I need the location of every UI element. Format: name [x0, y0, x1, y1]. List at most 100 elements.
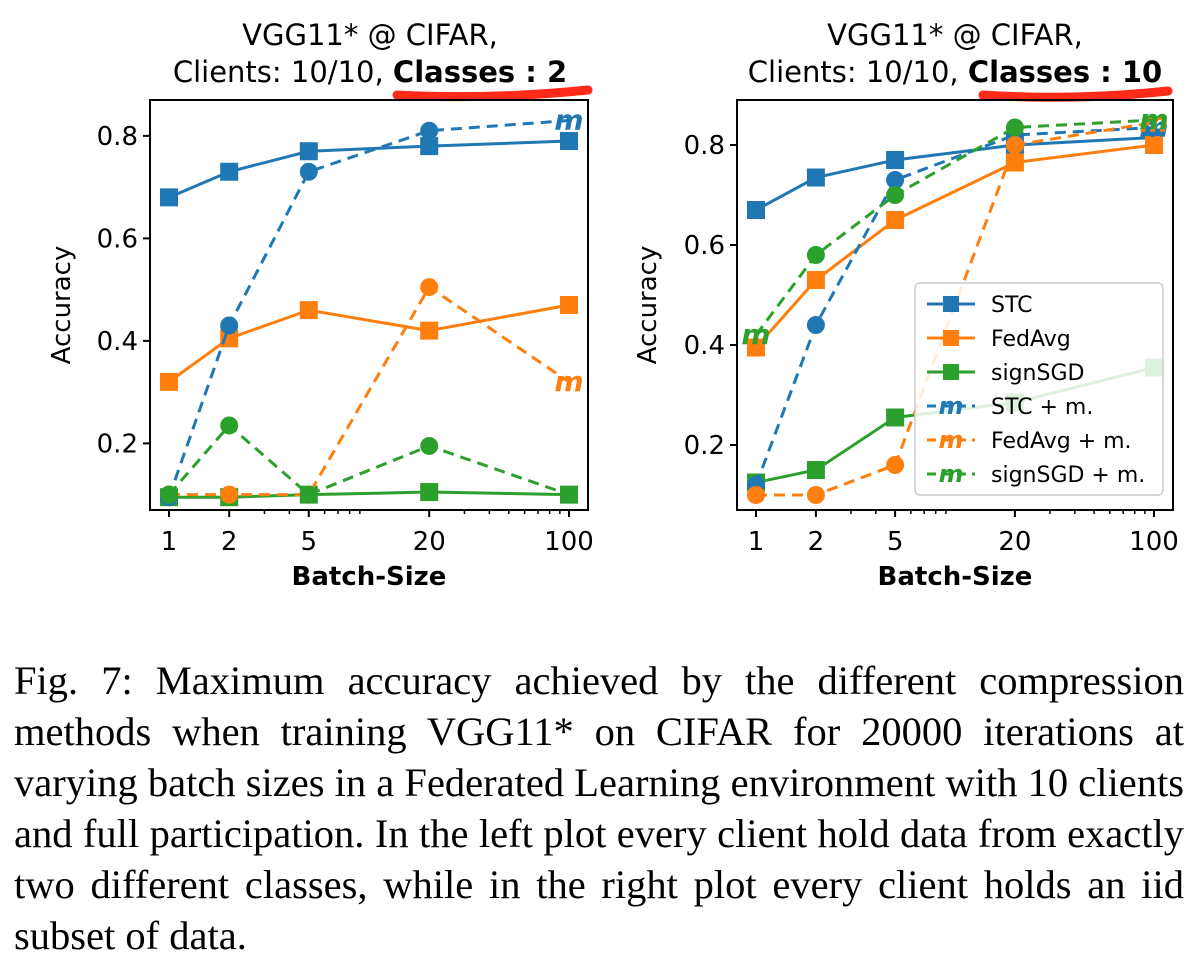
data-point-circle [806, 486, 825, 504]
data-point-square [806, 168, 825, 187]
chart-title-prefix: Clients: 10/10, [173, 55, 393, 89]
y-tick-label: 0.8 [684, 131, 725, 161]
chart-title-bold: Classes : 2 [393, 55, 567, 89]
series-fedavg [747, 136, 1163, 357]
data-point-circle [1005, 118, 1024, 137]
data-point-square [220, 162, 239, 181]
legend-label: FedAvg + m. [991, 429, 1132, 454]
series-line [169, 284, 570, 497]
series-line [167, 423, 570, 497]
series-fedavg-m: m [747, 106, 1169, 504]
data-point-circle [420, 121, 439, 140]
data-point-square [806, 461, 825, 479]
legend: STC FedAvg signSGD m STC + m. m FedAvg + m. m si… [914, 282, 1164, 496]
right-chart: VGG11* @ CIFAR, Clients: 10/10, Classes … [633, 18, 1179, 592]
y-tick-label: 0.8 [97, 122, 138, 152]
data-point-circle [160, 485, 178, 504]
legend-label: STC + m. [991, 395, 1093, 420]
x-tick-label: 1 [161, 527, 178, 557]
x-ticks: 1 2 5 20 100 [748, 510, 1179, 557]
chart-title-bold: Classes : 10 [968, 55, 1162, 89]
legend-label: STC [991, 293, 1032, 318]
series-line [167, 119, 570, 498]
series-line [754, 126, 1155, 486]
data-point-square [299, 142, 318, 161]
y-tick-label: 0.6 [97, 224, 138, 254]
data-point-circle [220, 316, 239, 335]
plot-frame [149, 99, 589, 511]
legend-m-marker: m [938, 392, 963, 420]
legend-item: signSGD [927, 361, 1084, 386]
data-point-square [886, 408, 905, 427]
y-tick-label: 0.4 [684, 331, 725, 361]
y-axis-label: Accuracy [47, 246, 77, 365]
legend-square-marker [943, 330, 959, 346]
legend-square-marker [943, 364, 959, 380]
data-point-circle [886, 456, 905, 474]
data-point-square [420, 321, 439, 340]
y-axis-label: Accuracy [633, 246, 663, 365]
x-axis-label: Batch-Size [292, 562, 447, 592]
series-stc [160, 132, 578, 207]
y-ticks: 0.2 0.4 0.6 0.8 [97, 122, 150, 459]
data-point-circle [886, 171, 905, 189]
x-tick-label: 2 [808, 527, 825, 557]
x-tick-label: 20 [998, 527, 1031, 557]
x-axis-label: Batch-Size [878, 562, 1033, 592]
series-signsgd-m [160, 416, 578, 504]
x-tick-label: 20 [413, 527, 446, 557]
data-point-circle [560, 485, 578, 504]
data-point-circle [886, 186, 905, 204]
legend-box [914, 282, 1164, 496]
chart-title-line1: VGG11* @ CIFAR, [242, 18, 498, 52]
y-tick-label: 0.6 [684, 231, 725, 261]
x-tick-label: 5 [301, 527, 318, 557]
x-ticks: 1 2 5 20 100 [161, 510, 594, 557]
data-point-square [160, 372, 178, 391]
data-point-square [299, 301, 318, 320]
chart-title-line2: Clients: 10/10, Classes : 2 [173, 55, 567, 89]
legend-item: FedAvg [927, 327, 1071, 352]
chart-title-line1: VGG11* @ CIFAR, [827, 18, 1083, 52]
data-point-square [1005, 153, 1024, 172]
data-point-square [560, 132, 578, 150]
plot-frame [736, 99, 1174, 511]
legend-m-marker: m [938, 460, 963, 488]
x-tick-label: 100 [544, 527, 594, 557]
data-point-circle [299, 485, 318, 504]
data-point-square [560, 296, 578, 314]
data-point-square [886, 211, 905, 229]
series-signsgd-m: mm [741, 103, 1168, 351]
data-point-m-marker: m [1139, 103, 1168, 136]
red-highlight-underline [392, 85, 593, 102]
data-point-m-marker: m [554, 104, 583, 137]
x-tick-label: 1 [748, 527, 765, 557]
data-point-circle [806, 316, 825, 334]
data-point-square [160, 188, 178, 207]
data-point-circle [1005, 136, 1024, 154]
data-point-m-marker: m [554, 365, 583, 398]
x-tick-label: 100 [1129, 527, 1179, 557]
data-point-circle [420, 436, 439, 455]
data-point-square [420, 137, 439, 156]
chart-title-line2: Clients: 10/10, Classes : 10 [748, 55, 1162, 89]
series-fedavg [160, 296, 578, 391]
data-point-circle [220, 485, 239, 504]
red-highlight-underline [978, 86, 1173, 102]
data-point-square [747, 201, 765, 219]
data-point-square [1145, 136, 1163, 154]
legend-item: m STC + m. [927, 392, 1093, 420]
legend-item: m signSGD + m. [927, 460, 1145, 488]
legend-label: signSGD [991, 361, 1084, 386]
figure-caption: Fig. 7: Maximum accuracy achieved by the… [14, 658, 1184, 958]
data-point-square [806, 271, 825, 289]
series-layer: mm [160, 104, 584, 507]
y-ticks: 0.2 0.4 0.6 0.8 [684, 131, 737, 461]
data-point-circle [299, 162, 318, 181]
data-point-m-marker: m [1139, 106, 1168, 139]
x-tick-label: 2 [221, 527, 238, 557]
series-fedavg-m: m [160, 278, 584, 504]
y-tick-label: 0.2 [684, 431, 725, 461]
x-tick-label: 5 [887, 527, 904, 557]
data-point-m-marker: m [1139, 111, 1168, 144]
